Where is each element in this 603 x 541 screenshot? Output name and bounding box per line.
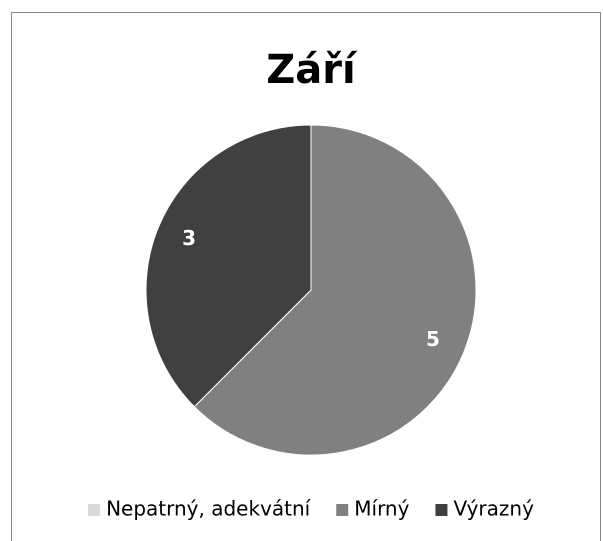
pie-slice	[145, 124, 312, 408]
legend-label: Výrazný	[453, 497, 534, 521]
legend-label: Nepatrný, adekvátní	[106, 497, 312, 521]
legend-swatch	[435, 504, 448, 516]
pie-slice	[193, 124, 477, 456]
legend-label: Mírný	[354, 497, 409, 521]
data-label: 3	[182, 226, 196, 250]
legend-swatch	[336, 504, 349, 516]
data-label: 5	[426, 327, 440, 351]
chart-title: Září	[266, 47, 358, 93]
legend-swatch	[88, 504, 101, 516]
